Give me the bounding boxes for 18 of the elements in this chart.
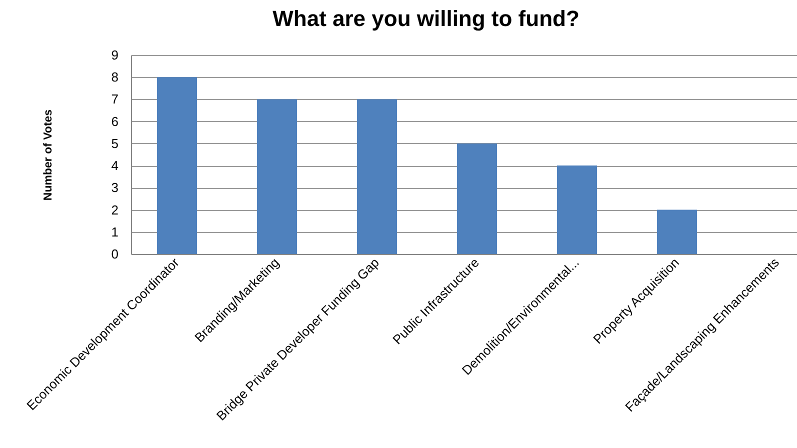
y-tick-label: 0 xyxy=(111,246,118,262)
y-tick-label: 1 xyxy=(111,224,118,240)
bar xyxy=(357,99,397,254)
y-tick-label: 6 xyxy=(111,114,118,129)
y-tick-label: 3 xyxy=(111,180,118,196)
y-tick-label: 8 xyxy=(111,70,118,85)
y-tick-label: 2 xyxy=(111,202,118,218)
y-tick-label: 7 xyxy=(111,92,118,107)
y-tick-label: 9 xyxy=(111,48,118,62)
bar xyxy=(657,210,697,254)
chart-title: What are you willing to fund? xyxy=(272,6,580,31)
y-axis-title: Number of Votes xyxy=(42,109,54,201)
bar xyxy=(557,166,597,254)
y-tick-label: 5 xyxy=(111,136,118,151)
bar xyxy=(457,143,497,254)
bar xyxy=(157,77,197,254)
bar xyxy=(257,99,297,254)
y-tick-label: 4 xyxy=(111,158,118,174)
